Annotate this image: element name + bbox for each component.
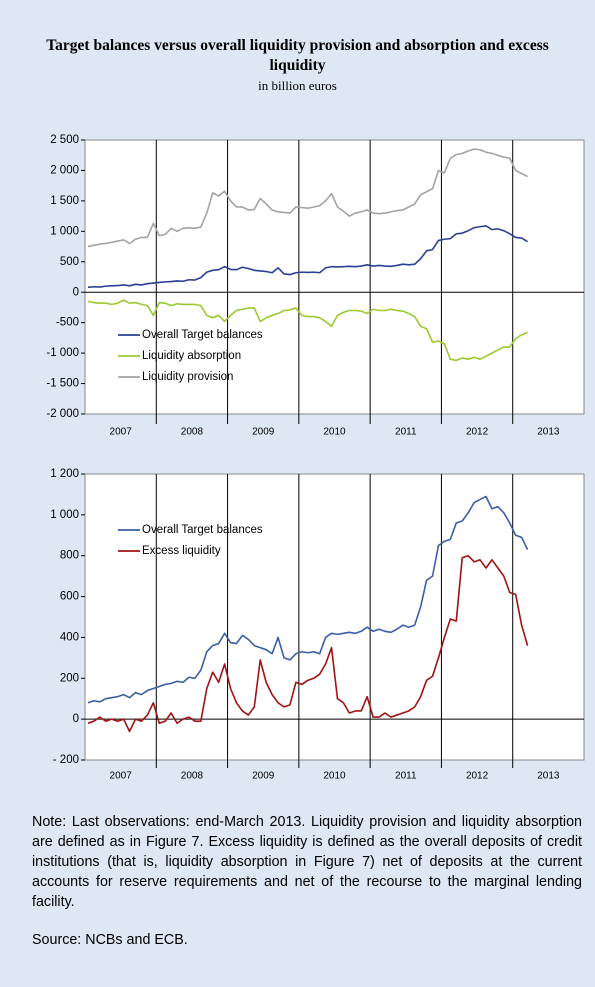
y-tick-label: 2 500 (50, 134, 79, 146)
x-tick-label: 2013 (537, 427, 560, 438)
legend-label: Overall Target balances (142, 329, 263, 341)
y-tick-label: - 200 (53, 754, 79, 766)
y-tick-label: 200 (60, 672, 79, 684)
y-tick-label: -1 000 (46, 347, 79, 359)
plot-area (84, 139, 585, 415)
x-tick-label: 2012 (466, 771, 489, 782)
plot-area (84, 473, 585, 761)
x-tick-label: 2009 (252, 427, 275, 438)
x-tick-label: 2013 (537, 771, 560, 782)
x-tick-label: 2007 (110, 771, 133, 782)
legend-label: Liquidity absorption (142, 350, 241, 362)
x-tick-label: 2007 (110, 427, 133, 438)
legend-label: Overall Target balances (142, 524, 263, 536)
y-tick-label: 1 000 (50, 225, 79, 237)
y-tick-label: 500 (60, 256, 79, 268)
y-tick-label: -2 000 (46, 408, 79, 420)
y-tick-label: 0 (73, 286, 79, 298)
source: Source: NCBs and ECB. (32, 932, 188, 948)
series-line (87, 225, 528, 289)
x-tick-label: 2008 (181, 427, 204, 438)
y-tick-label: 2 000 (50, 164, 79, 176)
series-line (87, 299, 528, 362)
charts: 2007 2008 2009 2010 2011 2012 2013 -2 000 -1 500… (46, 134, 585, 782)
x-tick-label: 2011 (395, 771, 417, 782)
x-tick-label: 2010 (323, 427, 346, 438)
note: Note: Last observations: end-March 2013.… (32, 814, 582, 910)
subtitle: in billion euros (258, 78, 337, 93)
series-line (87, 148, 528, 248)
y-tick-label: 1 000 (50, 509, 79, 521)
y-tick-label: 1 200 (50, 468, 79, 480)
x-tick-label: 2010 (323, 771, 346, 782)
x-tick-label: 2009 (252, 771, 275, 782)
y-tick-label: 1 500 (50, 195, 79, 207)
series-line (87, 554, 529, 733)
y-tick-label: -1 500 (46, 378, 79, 390)
legend-label: Excess liquidity (142, 545, 221, 557)
y-tick-label: -500 (56, 317, 79, 329)
series-line (87, 495, 529, 704)
y-tick-label: 400 (60, 631, 79, 643)
x-tick-label: 2011 (395, 427, 417, 438)
title: Target balances versus overall liquidity… (46, 37, 549, 74)
y-tick-label: 0 (73, 713, 79, 725)
x-tick-label: 2008 (181, 771, 204, 782)
legend-label: Liquidity provision (142, 371, 233, 383)
x-tick-label: 2012 (466, 427, 489, 438)
y-tick-label: 800 (60, 550, 79, 562)
y-tick-label: 600 (60, 591, 79, 603)
